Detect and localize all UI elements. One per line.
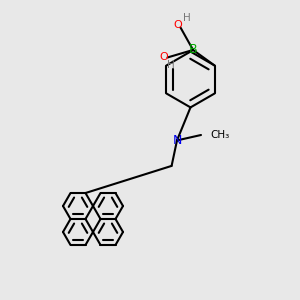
Text: H: H bbox=[167, 60, 174, 70]
Text: O: O bbox=[173, 20, 182, 30]
Text: O: O bbox=[160, 52, 168, 62]
Text: N: N bbox=[172, 134, 182, 147]
Text: B: B bbox=[189, 44, 197, 56]
Text: H: H bbox=[183, 14, 191, 23]
Text: CH₃: CH₃ bbox=[211, 130, 230, 140]
